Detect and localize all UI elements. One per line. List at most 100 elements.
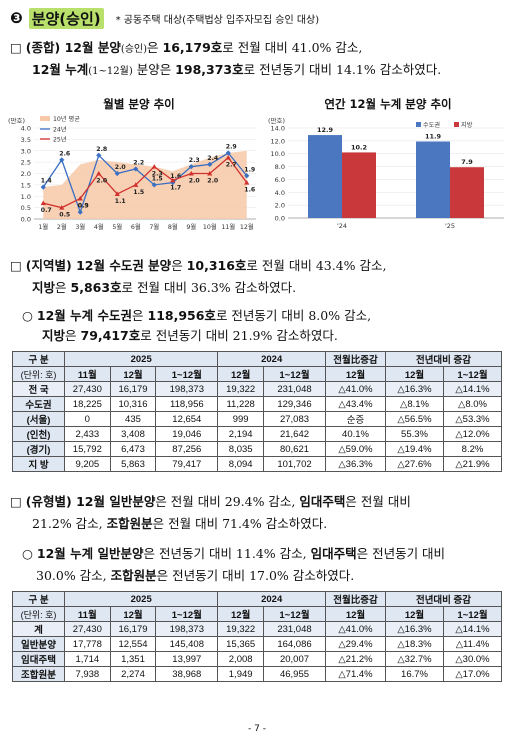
region-mid: 은 [55, 280, 71, 295]
table-cell: 8.2% [443, 441, 502, 457]
chart2-bar [450, 167, 484, 218]
header-cum: 1~12월 [155, 366, 219, 382]
chart1-ytick: 1.0 [21, 193, 31, 201]
table-cell: △14.1% [443, 621, 502, 637]
chart1-point [244, 180, 250, 185]
chart2-bar [308, 135, 342, 218]
chart1-xtick: 11월 [221, 222, 235, 231]
chart1-xtick: 2월 [57, 222, 67, 231]
chart1-point [114, 191, 120, 196]
page-number: - 7 - [248, 724, 266, 734]
table-row: 전 국 27,430 16,179 198,373 19,322 231,048 △41.0… [12, 381, 502, 397]
chart1-line-24년 [42, 152, 248, 215]
chart1-xtick: 6월 [131, 222, 141, 231]
summary-line-2: 12월 누계(1~12월) 분양은 198,373호로 전년동기 대비 14.1… [32, 60, 441, 82]
chart1-data-label: 2.0 [207, 178, 219, 185]
table-cell: 9,205 [64, 456, 111, 472]
header-2025: 2025 [63, 591, 219, 607]
header-m12: 12월 [217, 606, 264, 622]
chart1-data-label: 0.5 [59, 212, 70, 219]
table-cell: 20,007 [262, 651, 327, 667]
table-cell: 129,346 [262, 396, 327, 412]
table-cell: △43.4% [325, 396, 386, 412]
chart1-data-label: 1.4 [41, 178, 53, 185]
chart1-data-label: 0.3 [78, 203, 89, 210]
table-cell: 145,408 [155, 636, 219, 652]
table-cell: 87,256 [155, 441, 219, 457]
table-cell: 40.1% [325, 426, 386, 442]
chart2-title: 연간 12월 누계 분양 추이 [324, 97, 452, 111]
type-line-1: □ (유형별) 12월 일반분양은 전월 대비 29.4% 감소, 임대주택은 … [10, 492, 411, 512]
chart1-xtick: 9월 [186, 222, 196, 231]
chart1-data-label: 1.1 [115, 198, 126, 205]
region-cum-lead: 지방 [42, 328, 66, 343]
chart1-point [96, 170, 102, 176]
chart1-xtick: 4월 [94, 222, 104, 231]
header-cum: 1~12월 [443, 606, 502, 622]
chart1-data-label: 2.4 [207, 155, 219, 162]
region-mid: 은 [171, 258, 187, 273]
chart2-bar [342, 152, 376, 218]
table-cell: 2,274 [109, 666, 157, 682]
chart1-ytick: 2.5 [21, 159, 31, 167]
table-cell: 12,554 [109, 636, 157, 652]
chart1-xtick: 5월 [112, 222, 122, 231]
chart2-data-label: 11.9 [425, 133, 442, 141]
table-row: (경기) 15,792 6,473 87,256 8,035 80,621 △59.0% △1… [12, 441, 502, 457]
table-cell: 2,194 [217, 426, 264, 442]
chart1-ytick: 2.0 [21, 170, 31, 178]
table-cell: 15,365 [217, 636, 264, 652]
chart2-ytick: 4.0 [275, 189, 285, 197]
table-cell: 27,083 [262, 411, 327, 427]
chart1-data-label: 0.9 [78, 203, 89, 210]
table-cell: 19,046 [155, 426, 219, 442]
table-cell: △59.0% [325, 441, 386, 457]
header-m12: 12월 [109, 366, 157, 382]
header-cum: 1~12월 [262, 606, 327, 622]
table-cell: 5,863 [109, 456, 157, 472]
chart1-point [244, 173, 250, 179]
chart1-data-label: 1.7 [170, 184, 181, 191]
table-cell: 0 [64, 411, 111, 427]
chart2-legend-swatch [454, 122, 459, 127]
header-2025: 2025 [63, 351, 219, 367]
table-cell: 231,048 [262, 621, 327, 637]
chart1-ytick: 3.5 [21, 136, 31, 144]
table-row: (서울) 0 435 12,654 999 27,083 순증 △56.5% △53.3% [12, 411, 502, 427]
table-cell: 1,949 [217, 666, 264, 682]
table-row: 조합원분 7,938 2,274 38,968 1,949 46,955 △71.4% 16.… [12, 666, 502, 682]
row-label: (인천) [12, 426, 65, 442]
region-rest: 로 전월 대비 36.3% 감소하였다. [121, 280, 297, 295]
chart1-point [188, 164, 194, 170]
chart1-point [170, 177, 176, 183]
region-cum-lead: 12월 누계 수도권 [36, 308, 133, 323]
chart1-point [96, 152, 102, 158]
annual-bar-chart: (만호)14.0 12.0 10.0 8.0 6.0 4.0 2.0 0.0 12.9 10.2 '… [268, 116, 504, 230]
table-cell: △11.4% [443, 636, 502, 652]
summary-mid: 은 [147, 40, 159, 55]
table-row: 수도권 18,225 10,316 118,956 11,228 129,346 △43.4… [12, 396, 502, 412]
type-lead: 조합원분 [106, 516, 153, 531]
chart1-point [59, 205, 65, 210]
type-lead: (유형별) 12월 일반분양 [25, 494, 156, 509]
chart1-point [59, 157, 65, 163]
row-label: 조합원분 [12, 666, 65, 682]
bullet: ○ [22, 546, 33, 561]
header-yoy: 전년대비 증감 [385, 351, 502, 367]
table-cell: 19,322 [217, 381, 264, 397]
header-unit: (단위: 호) [12, 366, 65, 382]
chart2-legend-label: 지방 [461, 121, 473, 129]
chart2-ytick: 14.0 [271, 125, 285, 133]
table-cell: △30.0% [443, 651, 502, 667]
header-cum: 1~12월 [262, 366, 327, 382]
table-cell: △19.4% [385, 441, 444, 457]
table-cell: △41.0% [325, 381, 386, 397]
header-m12: 12월 [385, 606, 444, 622]
chart1-xtick: 1월 [38, 222, 48, 231]
chart1-point [114, 170, 120, 177]
chart2-xtick: '24 [337, 222, 347, 230]
region-cum-line-1: ○ 12월 누계 수도권은 118,956호로 전년동기 대비 8.0% 감소, [22, 306, 371, 326]
region-cum-rest: 로 전년동기 대비 21.9% 감소하였다. [140, 328, 338, 343]
chart2-legend-label: 수도권 [423, 121, 440, 129]
table-cell: 12,654 [155, 411, 219, 427]
